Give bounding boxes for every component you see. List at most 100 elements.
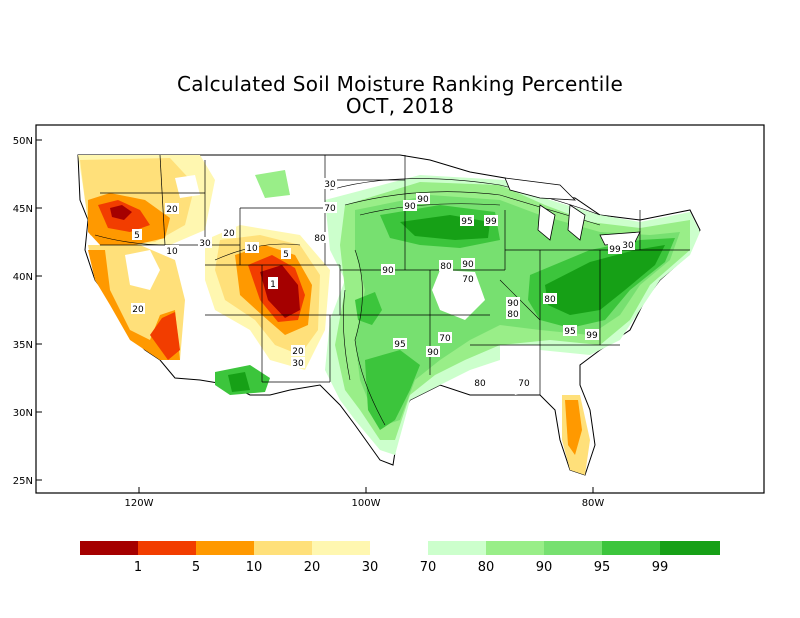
svg-text:70: 70 [462,275,474,285]
dry-region-florida-10 [565,400,582,455]
wet-region-kansas-95 [355,292,382,325]
legend-swatch-wet-1 [486,541,544,555]
contour-label: 90 [416,193,430,205]
contour-label: 80 [439,260,453,272]
lat-tick-label: 50N [13,136,33,147]
contour-labels: 30 20 5 10 30 20 10 5 1 20 20 30 70 80 9… [131,178,635,389]
svg-text:70: 70 [324,204,336,214]
legend-label: 1 [134,560,142,575]
svg-text:80: 80 [440,262,452,272]
lon-tick-label: 80W [582,498,605,509]
wet-region-montana-80 [255,170,290,198]
legend-label: 95 [594,560,611,575]
contour-label: 80 [313,232,327,244]
legend-swatch-wet-0 [428,541,486,555]
legend-label: 99 [652,560,669,575]
svg-text:70: 70 [518,379,530,389]
legend-label: 10 [246,560,263,575]
svg-text:99: 99 [485,217,497,227]
contour-label: 95 [563,325,577,337]
svg-text:30: 30 [292,359,304,369]
contour-label: 5 [281,248,291,260]
svg-text:80: 80 [544,295,556,305]
lat-tick-label: 35N [13,340,33,351]
chart-subtitle: OCT, 2018 [345,94,455,118]
svg-text:5: 5 [283,250,289,260]
legend-label: 80 [478,560,495,575]
wet-region-southwest-99 [228,372,250,392]
wet-region-texas-95 [365,350,420,430]
neutral-region-south [500,345,545,395]
state-borders [100,154,690,395]
legend-swatch-dry-1 [138,541,196,555]
contour-label: 80 [543,293,557,305]
legend-swatch-dry-2 [196,541,254,555]
svg-text:1: 1 [270,280,276,290]
svg-text:10: 10 [246,244,258,254]
svg-text:80: 80 [507,310,519,320]
chart-title: Calculated Soil Moisture Ranking Percent… [176,72,624,96]
svg-text:90: 90 [417,195,429,205]
great-lakes [504,177,641,246]
longitude-axis: 120W 100W 80W [125,487,605,509]
contour-label: 20 [222,227,236,239]
svg-text:80: 80 [474,379,486,389]
svg-text:90: 90 [507,299,519,309]
contour-label: 95 [460,215,474,227]
lat-tick-label: 30N [13,408,33,419]
svg-text:20: 20 [132,305,144,315]
svg-text:90: 90 [427,348,439,358]
svg-text:90: 90 [382,266,394,276]
wet-region-east-99 [545,245,665,315]
dry-region-northwest-1 [110,205,132,220]
svg-text:70: 70 [439,334,451,344]
svg-text:30: 30 [199,239,211,249]
svg-text:5: 5 [134,231,140,241]
lon-tick-label: 120W [125,498,154,509]
contour-label: 20 [165,203,179,215]
svg-text:30: 30 [622,241,634,251]
contour-label: 90 [461,258,475,270]
contour-label: 99 [608,243,622,255]
legend-label: 70 [420,560,437,575]
contour-label: 20 [131,303,145,315]
svg-text:10: 10 [166,247,178,257]
neutral-region-idaho [175,175,200,198]
contour-label: 99 [585,329,599,341]
neutral-region-nevada [125,250,160,290]
lat-tick-label: 40N [13,272,33,283]
contour-label: 70 [461,273,475,285]
svg-text:95: 95 [461,217,472,227]
svg-text:95: 95 [394,340,405,350]
contour-label: 99 [484,215,498,227]
contour-label: 90 [403,200,417,212]
svg-text:20: 20 [223,229,235,239]
contour-label: 30 [323,178,337,190]
legend-swatch-wet-4 [660,541,720,555]
legend-label: 5 [192,560,200,575]
contour-label: 20 [291,345,305,357]
contour-label: 90 [506,297,520,309]
legend-swatch-wet-2 [544,541,602,555]
contour-label: 1 [268,277,278,290]
legend-label: 90 [536,560,553,575]
svg-text:99: 99 [609,245,621,255]
color-legend: 1 5 10 20 30 70 80 90 95 99 [80,541,720,575]
svg-text:95: 95 [564,327,575,337]
contour-label: 90 [426,346,440,358]
svg-text:99: 99 [586,331,598,341]
contour-label: 70 [323,202,337,214]
legend-label: 20 [304,560,321,575]
contour-label: 90 [381,264,395,276]
lat-tick-label: 45N [13,204,33,215]
lon-tick-label: 100W [352,498,381,509]
svg-text:30: 30 [324,180,336,190]
contour-label: 30 [291,357,305,369]
svg-text:90: 90 [462,260,474,270]
legend-swatch-dry-0 [80,541,138,555]
contour-label: 70 [438,332,452,344]
contour-label: 30 [198,237,212,249]
dry-region-california-5 [150,312,180,360]
svg-text:20: 20 [166,205,178,215]
contour-label: 30 [621,239,635,251]
